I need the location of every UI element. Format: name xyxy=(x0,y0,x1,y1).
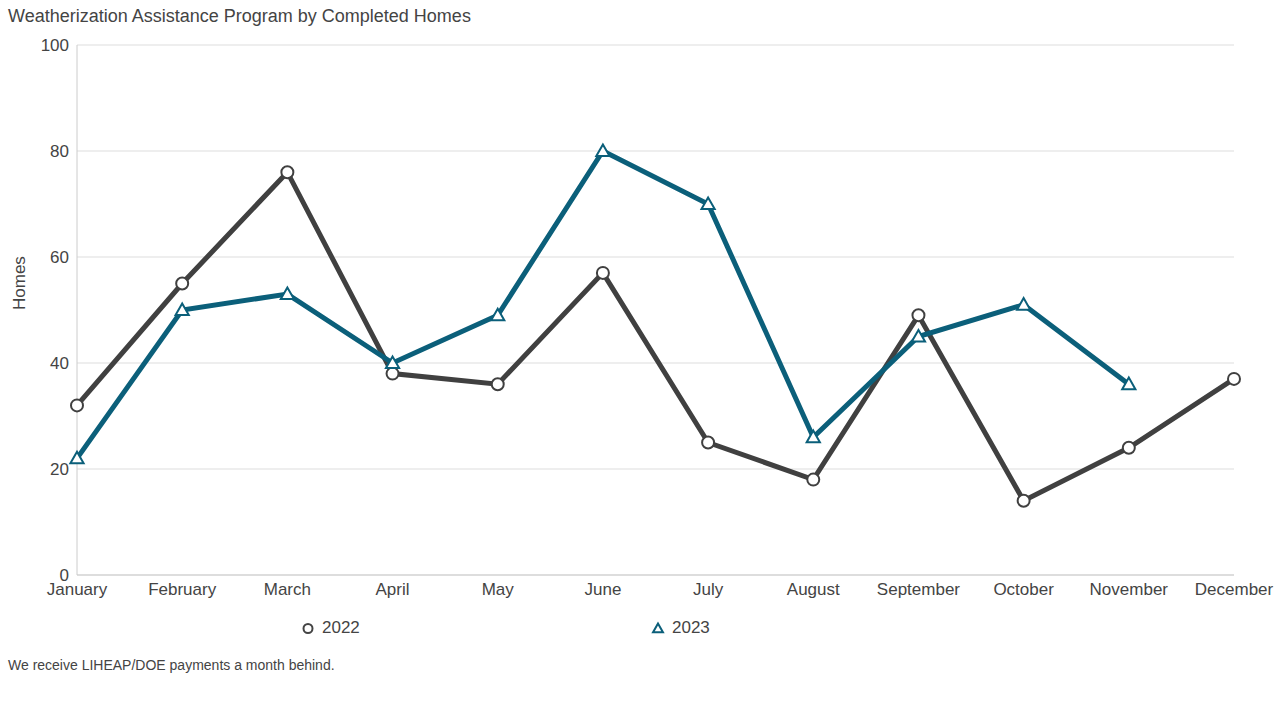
svg-text:100: 100 xyxy=(41,36,69,55)
svg-text:September: September xyxy=(877,580,960,599)
svg-text:40: 40 xyxy=(50,354,69,373)
svg-text:October: October xyxy=(993,580,1054,599)
html-text:Weatherization Assistance Prog: Weatherization Assistance Program by Com… xyxy=(8,6,471,26)
svg-text:July: July xyxy=(693,580,724,599)
svg-text:January: January xyxy=(47,580,108,599)
svg-text:November: November xyxy=(1090,580,1169,599)
html-text:2022: 2022 xyxy=(322,618,360,637)
html-text:We receive LIHEAP/DOE payments: We receive LIHEAP/DOE payments a month b… xyxy=(8,657,335,673)
svg-text:March: March xyxy=(264,580,311,599)
svg-text:20: 20 xyxy=(50,460,69,479)
svg-text:Homes: Homes xyxy=(10,256,29,310)
svg-text:August: August xyxy=(787,580,840,599)
svg-text:February: February xyxy=(148,580,217,599)
svg-text:60: 60 xyxy=(50,248,69,267)
svg-text:80: 80 xyxy=(50,142,69,161)
svg-text:June: June xyxy=(584,580,621,599)
html-text:2023: 2023 xyxy=(672,618,710,637)
svg-text:April: April xyxy=(376,580,410,599)
svg-text:0: 0 xyxy=(60,566,69,585)
svg-text:December: December xyxy=(1195,580,1274,599)
svg-text:May: May xyxy=(482,580,515,599)
